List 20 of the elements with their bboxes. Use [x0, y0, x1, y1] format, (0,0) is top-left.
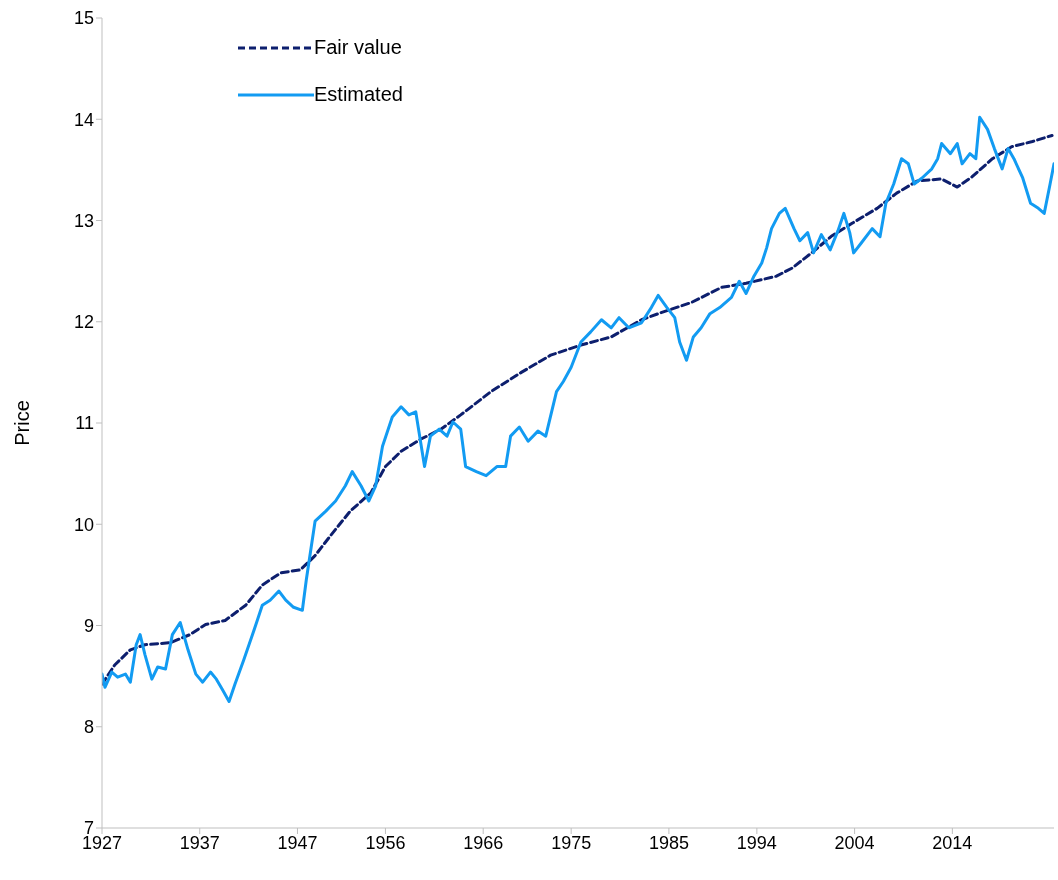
x-tick-label: 2014	[932, 832, 973, 853]
x-tick-label: 1985	[648, 832, 689, 853]
y-tick-label: 13	[73, 210, 94, 231]
y-tick-label: 9	[83, 615, 94, 636]
y-tick-label: 10	[73, 514, 94, 535]
y-tick-label: 8	[83, 717, 94, 738]
legend-label: Estimated	[314, 83, 403, 106]
x-tick-label: 1966	[463, 832, 504, 853]
legend-label: Fair value	[314, 36, 402, 59]
y-axis-title: Price	[11, 400, 34, 446]
x-tick-label: 2004	[834, 832, 875, 853]
x-tick-label: 1947	[277, 832, 318, 853]
y-tick-label: 14	[73, 109, 94, 130]
x-tick-label: 1994	[736, 832, 777, 853]
y-tick-label: 12	[73, 312, 94, 333]
x-tick-label: 1956	[365, 832, 406, 853]
y-tick-label: 11	[75, 413, 94, 434]
y-tick-label: 15	[73, 8, 94, 29]
x-tick-label: 1975	[551, 832, 592, 853]
x-tick-label: 1937	[179, 832, 220, 853]
